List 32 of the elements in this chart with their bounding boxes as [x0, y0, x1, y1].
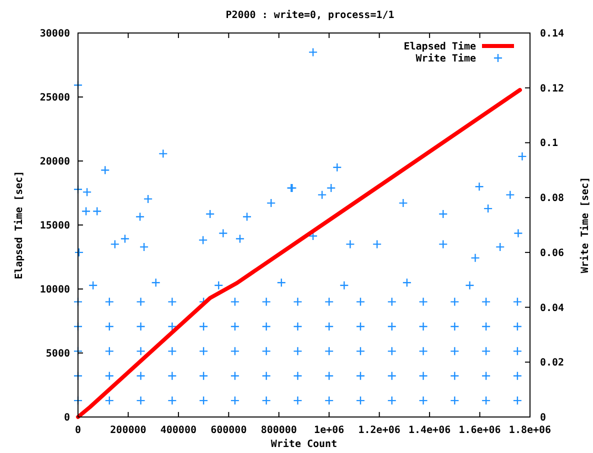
- line-series: [76, 88, 522, 419]
- x-tick-label: 1e+06: [314, 425, 344, 436]
- y2-tick-label: 0.06: [540, 248, 564, 259]
- legend-label: Elapsed Time: [404, 40, 476, 52]
- x-tick-label: 1.8e+06: [508, 425, 552, 436]
- x-tick-label: 800000: [260, 425, 297, 436]
- x-tick-label: 600000: [210, 425, 247, 436]
- x-tick-label: 200000: [110, 425, 146, 436]
- x-axis-title: Write Count: [270, 438, 338, 450]
- y2-tick-label: 0.04: [540, 302, 564, 314]
- y-tick-label: 20000: [40, 156, 70, 168]
- legend-label: Write Time: [416, 52, 476, 64]
- y2-tick-label: 0.1: [540, 138, 558, 150]
- y2-tick-label: 0: [540, 412, 546, 424]
- chart-title: P2000 : write=0, process=1/1: [226, 9, 394, 21]
- y-tick-label: 15000: [40, 220, 70, 232]
- y-tick-label: 30000: [40, 28, 70, 40]
- y2-tick-label: 0.12: [540, 83, 564, 94]
- y2-tick-label: 0.02: [540, 358, 564, 369]
- x-tick-label: 1.2e+06: [358, 425, 400, 436]
- y2-tick-label: 0.08: [540, 193, 564, 204]
- x-tick-label: 1.6e+06: [458, 425, 501, 436]
- y-tick-label: 10000: [40, 284, 70, 296]
- y-axis-title: Elapsed Time [sec]: [13, 170, 25, 280]
- y-tick-label: 0: [64, 412, 70, 424]
- y-tick-label: 5000: [46, 348, 70, 360]
- x-tick-label: 400000: [160, 425, 197, 436]
- x-tick-label: 0: [74, 425, 82, 436]
- x-tick-label: 1.4e+06: [408, 425, 451, 436]
- y2-tick-label: 0.14: [540, 28, 564, 40]
- y-tick-label: 25000: [40, 92, 70, 104]
- y2-axis-title: Write Time [sec]: [579, 176, 591, 274]
